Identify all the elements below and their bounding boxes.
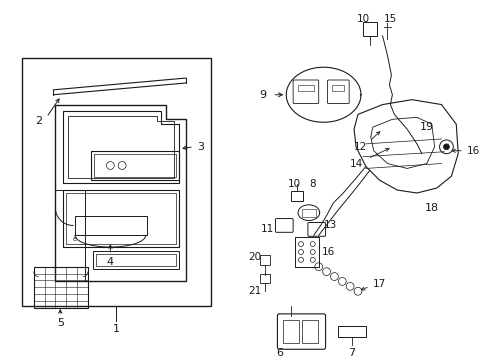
Bar <box>298 85 313 91</box>
Bar <box>34 267 87 308</box>
Text: 19: 19 <box>419 122 433 132</box>
Text: 9: 9 <box>259 90 265 100</box>
Bar <box>294 237 318 267</box>
Bar <box>302 209 315 217</box>
Text: 8: 8 <box>309 179 315 189</box>
Text: 16: 16 <box>321 247 334 257</box>
Text: 11: 11 <box>261 224 274 234</box>
Text: 1: 1 <box>113 324 120 334</box>
Text: 6: 6 <box>275 348 282 358</box>
Text: 5: 5 <box>57 318 63 328</box>
Text: 12: 12 <box>353 142 366 152</box>
Text: 4: 4 <box>106 257 114 267</box>
Text: 20: 20 <box>248 252 261 262</box>
Bar <box>362 22 376 36</box>
Bar <box>283 320 299 343</box>
Text: 13: 13 <box>323 220 336 230</box>
Text: 18: 18 <box>424 203 438 213</box>
Text: e: e <box>73 236 77 242</box>
Bar <box>22 58 210 306</box>
Text: 3: 3 <box>197 142 204 152</box>
Text: 14: 14 <box>349 158 362 168</box>
Bar <box>259 255 269 265</box>
Text: 15: 15 <box>383 14 396 24</box>
Text: 2: 2 <box>35 116 42 126</box>
Text: 17: 17 <box>372 279 386 289</box>
Bar <box>290 191 303 201</box>
Text: 21: 21 <box>248 286 261 296</box>
Text: 10: 10 <box>287 179 300 189</box>
Bar <box>302 320 317 343</box>
Text: 10: 10 <box>356 14 369 24</box>
Circle shape <box>443 144 448 150</box>
Text: 7: 7 <box>348 348 355 358</box>
Bar <box>338 326 365 337</box>
Text: 16: 16 <box>466 146 479 156</box>
Bar <box>332 85 344 91</box>
Bar <box>259 274 269 283</box>
